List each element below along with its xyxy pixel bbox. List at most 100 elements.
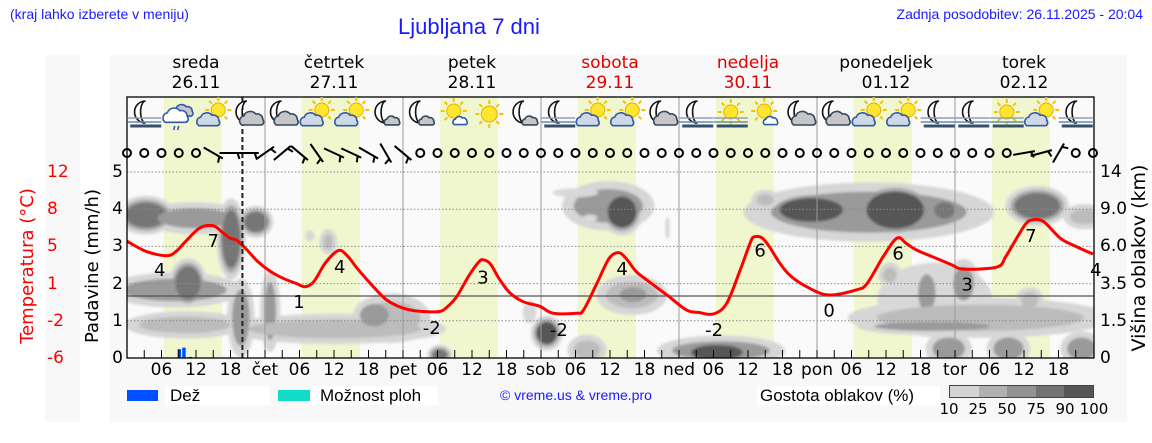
- wind-calm-icon: [587, 148, 598, 158]
- precip-axis-tick: 0: [112, 348, 123, 368]
- wind-calm-icon: [984, 148, 995, 158]
- cloud-density-colorbar: [949, 385, 1094, 398]
- rain-legend-label: Dež: [165, 386, 270, 405]
- temperature-value-label: 7: [1025, 226, 1036, 247]
- weather-icon-sun-cloud: [886, 97, 922, 127]
- weather-icon-moon-fog: [920, 100, 955, 128]
- weather-icon-sun-fog: [989, 99, 1024, 128]
- cloud-icon: [299, 112, 324, 127]
- wind-barb-icon: [323, 147, 345, 163]
- x-tick-label: 06: [150, 360, 173, 380]
- day-header-name: ponedeljek: [839, 53, 933, 73]
- weather-icon-sun-fog: [713, 99, 748, 128]
- cloud-icon: [273, 110, 299, 126]
- temperature-value-label: 6: [754, 241, 765, 262]
- cloud-icon: [162, 107, 190, 124]
- x-tick-label: pet: [389, 360, 417, 380]
- cloud-blob: [139, 316, 232, 334]
- temperature-value-label: 3: [477, 267, 488, 288]
- temperature-axis-panel: [45, 55, 80, 422]
- x-tick-label: 18: [909, 360, 932, 380]
- colorbar-tick-label: 25: [968, 400, 988, 418]
- wind-barb-icon: [290, 145, 309, 164]
- wind-calm-icon: [553, 148, 564, 158]
- cloud-blob: [522, 301, 537, 324]
- wind-calm-icon: [139, 148, 150, 158]
- wind-calm-icon: [467, 148, 477, 158]
- temperature-value-label: 0: [823, 300, 834, 321]
- wind-calm-icon: [898, 148, 909, 158]
- wind-calm-icon: [846, 148, 857, 158]
- cloud-blob: [1070, 209, 1094, 225]
- wind-calm-icon: [725, 148, 736, 158]
- fog-icon: [713, 117, 748, 128]
- cloud-height-axis-tick: 1.5: [1100, 310, 1128, 331]
- cloud-blob: [756, 194, 774, 206]
- wind-calm-icon: [950, 148, 960, 158]
- weather-icon-moon-small-cloud: [374, 100, 401, 126]
- wind-barb-icon: [393, 145, 413, 164]
- cloud-blob: [573, 340, 601, 358]
- day-header-name: petek: [447, 53, 497, 73]
- wind-calm-icon: [415, 148, 426, 158]
- wind-calm-icon: [1001, 148, 1012, 158]
- precip-axis-tick: 3: [112, 236, 123, 257]
- x-tick-label: 18: [219, 360, 242, 380]
- region-menu-hint: (kraj lahko izberete v meniju): [10, 6, 189, 22]
- colorbar-segment: [1064, 386, 1093, 397]
- temperature-value-label: 4: [616, 259, 627, 280]
- weather-icon-sun: [475, 100, 504, 128]
- weather-icon-moon-cloud: [235, 100, 265, 126]
- colorbar-tick-label: 90: [1055, 400, 1075, 418]
- cloud-height-axis-tick: 9.0: [1100, 199, 1128, 220]
- x-tick-label: 12: [323, 360, 345, 380]
- day-header-name: torek: [1002, 53, 1046, 73]
- precip-bar: [182, 347, 186, 358]
- wind-calm-icon: [191, 148, 201, 158]
- colorbar-tick-label: 100: [1079, 400, 1109, 418]
- cloud-icon: [825, 110, 851, 126]
- wind-calm-icon: [536, 148, 546, 158]
- copyright-link[interactable]: © vreme.us & vreme.pro: [500, 387, 652, 403]
- rain-drop-icon: [172, 125, 176, 131]
- wind-calm-icon: [1088, 148, 1098, 158]
- fog-icon: [955, 117, 990, 128]
- cloud-icon: [196, 112, 221, 127]
- wind-barb-icon: [340, 147, 362, 163]
- wind-calm-icon: [932, 148, 943, 158]
- sun-icon: [895, 97, 922, 123]
- wind-calm-icon: [449, 148, 460, 158]
- wind-calm-icon: [518, 148, 529, 158]
- temperature-axis-tick: 12: [47, 162, 69, 182]
- weather-icon-sun-cloud: [851, 97, 887, 127]
- cloud-blob: [1014, 192, 1061, 219]
- x-tick-label: tor: [942, 360, 968, 380]
- fog-icon: [679, 117, 714, 128]
- sun-icon: [440, 98, 467, 124]
- fog-icon: [127, 117, 162, 128]
- temperature-value-label: 3: [961, 275, 972, 296]
- wind-barb-icon: [273, 145, 294, 161]
- x-tick-label: 06: [978, 360, 1001, 380]
- weather-icon-sun-cloud: [610, 97, 646, 127]
- colorbar-segment: [1035, 386, 1065, 397]
- wind-calm-icon: [760, 148, 771, 158]
- weather-icon-sun-small-cloud: [440, 98, 469, 126]
- x-tick-label: 18: [771, 360, 794, 380]
- x-tick-label: 18: [1047, 360, 1070, 380]
- temperature-axis-tick: 1: [47, 273, 58, 294]
- rain-legend-swatch: [127, 390, 158, 401]
- wind-calm-icon: [122, 148, 132, 158]
- weather-icon-sun-cloud: [575, 97, 611, 127]
- cloud-icon: [238, 110, 265, 126]
- x-tick-label: 12: [599, 360, 621, 380]
- x-tick-label: 18: [495, 360, 518, 380]
- cloud-blob: [934, 202, 956, 219]
- weather-icon-moon-fog: [541, 100, 576, 128]
- x-tick-label: 12: [461, 360, 483, 380]
- x-tick-label: 12: [875, 360, 897, 380]
- precip-bar: [177, 349, 182, 358]
- temperature-axis-tick: -6: [47, 348, 64, 368]
- cloud-height-axis-tick: 14: [1100, 162, 1122, 182]
